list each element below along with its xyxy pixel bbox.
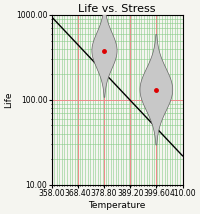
X-axis label: Temperature: Temperature: [88, 201, 146, 210]
Y-axis label: Life: Life: [4, 92, 13, 108]
Title: Life vs. Stress: Life vs. Stress: [78, 4, 156, 14]
Polygon shape: [140, 34, 173, 145]
Polygon shape: [92, 4, 117, 97]
